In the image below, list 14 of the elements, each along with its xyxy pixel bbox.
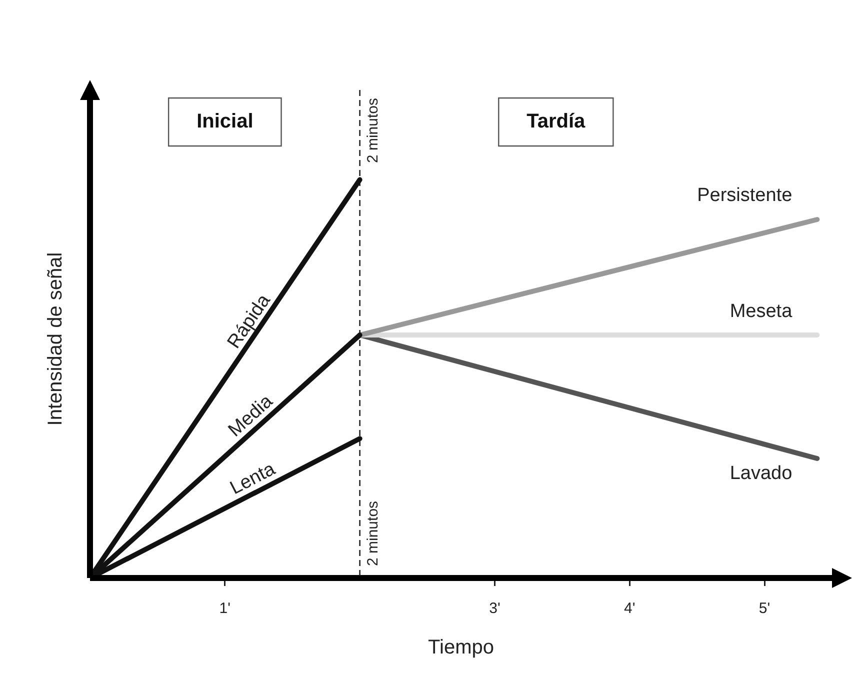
text: Inicial [196,110,254,133]
x-tick-label: 1' [219,600,231,618]
series-label: Meseta [730,300,793,322]
series-label: Persistente [697,185,792,206]
x-tick-label: 3' [489,600,500,618]
series-label: Lavado [730,463,792,484]
ref-line-label: 2 minutos [364,98,382,164]
text: Tardía [526,110,586,133]
y-axis-title: Intensidad de señal [44,252,67,426]
x-tick-label: 5' [758,600,770,618]
text: Lenta [226,458,280,500]
x-tick-label: 4' [624,600,636,618]
annotation: 2 minutos [364,500,382,566]
x-axis-title: Tiempo [428,636,494,659]
